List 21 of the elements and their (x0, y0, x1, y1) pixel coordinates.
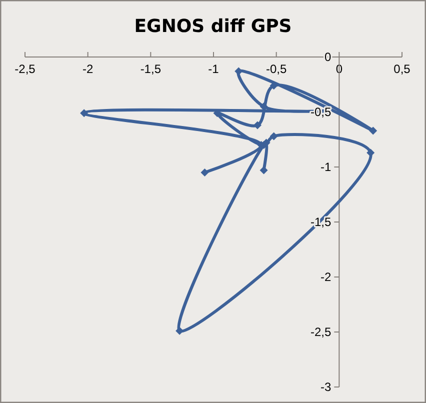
y-tick-label: -3 (320, 380, 332, 394)
point (260, 166, 268, 174)
x-tick-label: -2,5 (14, 62, 36, 76)
y-tick-label: 0 (324, 50, 332, 64)
x-tick-label: -1 (208, 62, 220, 76)
x-tick-label: -0,5 (266, 62, 287, 76)
point (200, 168, 209, 176)
x-tick-label: -2 (82, 62, 94, 76)
point (260, 102, 268, 110)
point (369, 126, 378, 135)
x-tick-label: -1,5 (140, 62, 162, 76)
point (270, 132, 278, 140)
point (253, 121, 262, 130)
point (80, 109, 88, 118)
y-tick-label: -1 (320, 160, 332, 174)
point (366, 148, 375, 157)
y-tick-label: -2,5 (310, 325, 332, 339)
y-tick-label: -2 (320, 270, 332, 284)
chart-title: EGNOS diff GPS (134, 16, 292, 37)
x-tick-label: 0,5 (394, 62, 411, 76)
point (234, 67, 243, 76)
